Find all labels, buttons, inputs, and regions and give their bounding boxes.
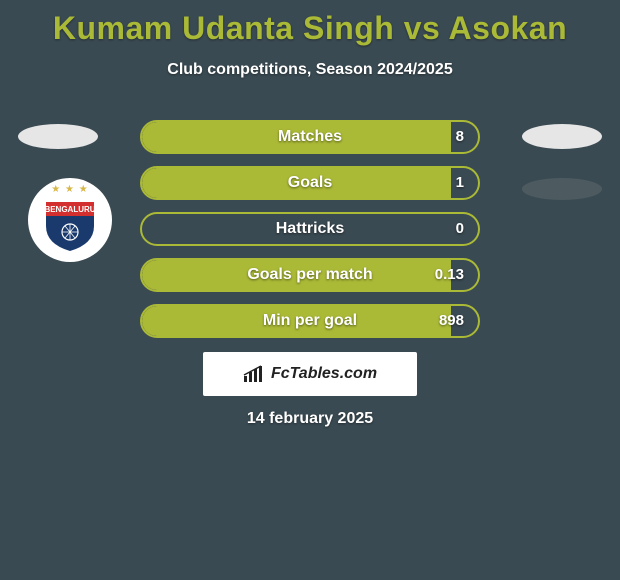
bar-chart-icon	[243, 365, 265, 383]
date-label: 14 february 2025	[0, 410, 620, 428]
stat-row-hattricks: Hattricks 0	[140, 212, 480, 246]
stat-label: Min per goal	[142, 306, 478, 336]
stats-container: Matches 8 Goals 1 Hattricks 0 Goals per …	[140, 120, 480, 350]
club-shield-icon: BENGALURU	[42, 196, 98, 252]
stat-row-min-per-goal: Min per goal 898	[140, 304, 480, 338]
subtitle: Club competitions, Season 2024/2025	[0, 61, 620, 79]
stat-label: Goals	[142, 168, 478, 198]
stat-label: Hattricks	[142, 214, 478, 244]
stat-label: Matches	[142, 122, 478, 152]
stat-value: 0	[456, 214, 464, 244]
page-title: Kumam Udanta Singh vs Asokan	[0, 0, 620, 47]
stat-value: 8	[456, 122, 464, 152]
brand-badge[interactable]: FcTables.com	[203, 352, 417, 396]
stat-row-matches: Matches 8	[140, 120, 480, 154]
stat-value: 898	[439, 306, 464, 336]
player1-avatar-placeholder	[18, 124, 98, 149]
stat-value: 1	[456, 168, 464, 198]
player1-club-logo: ★ ★ ★ BENGALURU	[28, 178, 112, 262]
player2-club-placeholder	[522, 178, 602, 200]
stat-row-goals: Goals 1	[140, 166, 480, 200]
player2-avatar-placeholder	[522, 124, 602, 149]
stat-row-goals-per-match: Goals per match 0.13	[140, 258, 480, 292]
stat-label: Goals per match	[142, 260, 478, 290]
club-stars-icon: ★ ★ ★	[51, 184, 88, 195]
brand-text: FcTables.com	[271, 365, 377, 383]
club-name: BENGALURU	[44, 205, 95, 214]
stat-value: 0.13	[435, 260, 464, 290]
